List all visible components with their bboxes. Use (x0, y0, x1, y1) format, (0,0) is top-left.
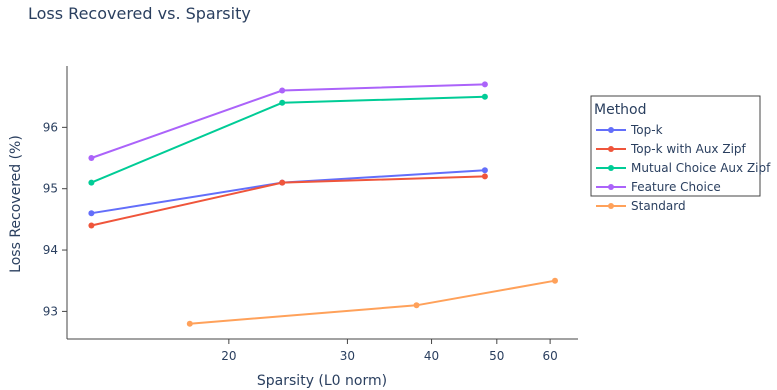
legend-marker (608, 165, 614, 171)
series-mutual-choice-aux-zipf (88, 93, 488, 186)
y-tick-label: 96 (43, 120, 58, 134)
series-line-standard (189, 279, 556, 325)
series-line-mutual-choice-aux-zipf (91, 95, 485, 184)
series-line-top-k-with-aux-zipf (91, 175, 485, 227)
legend-title: Method (594, 102, 647, 118)
data-point-top-k[interactable] (88, 210, 95, 217)
x-tick-label: 50 (489, 349, 504, 363)
legend-marker (608, 127, 614, 133)
series-top-k-with-aux-zipf (88, 173, 488, 229)
data-point-feature-choice[interactable] (481, 81, 488, 88)
legend-marker (608, 146, 614, 152)
data-point-standard[interactable] (552, 277, 558, 284)
legend-marker (608, 203, 614, 209)
legend-marker (608, 184, 614, 190)
data-point-top-k-with-aux-zipf[interactable] (481, 173, 488, 180)
y-tick-label: 93 (43, 304, 58, 318)
series-standard (186, 277, 558, 327)
data-point-top-k-with-aux-zipf[interactable] (279, 179, 286, 186)
data-point-mutual-choice-aux-zipf[interactable] (279, 99, 286, 106)
data-point-feature-choice[interactable] (88, 155, 95, 161)
legend-item-top-k-with-aux-zipf[interactable]: Top-k with Aux Zipf (596, 142, 747, 156)
legend-item-mutual-choice-aux-zipf[interactable]: Mutual Choice Aux Zipf (596, 161, 771, 175)
data-point-mutual-choice-aux-zipf[interactable] (88, 179, 95, 186)
x-axis-title: Sparsity (L0 norm) (257, 373, 387, 389)
chart-title: Loss Recovered vs. Sparsity (28, 4, 251, 23)
legend-label: Standard (631, 199, 686, 213)
x-tick-label: 40 (424, 349, 439, 363)
legend[interactable]: Method Top-k Top-k with Aux Zipf Mutual Ch… (590, 95, 771, 213)
series-line-top-k (91, 169, 485, 215)
plot-area (88, 81, 558, 327)
data-point-feature-choice[interactable] (279, 87, 286, 94)
series-top-k (88, 167, 488, 217)
y-tick-label: 94 (43, 243, 58, 257)
data-point-standard[interactable] (186, 320, 193, 327)
data-point-top-k[interactable] (481, 167, 488, 174)
legend-item-feature-choice[interactable]: Feature Choice (596, 180, 721, 194)
legend-item-top-k[interactable]: Top-k (596, 123, 663, 137)
x-tick-label: 20 (221, 349, 236, 363)
series-line-feature-choice (91, 83, 485, 159)
x-tick-label: 30 (340, 349, 355, 363)
data-point-top-k-with-aux-zipf[interactable] (88, 222, 95, 229)
x-tick-label: 60 (542, 349, 557, 363)
y-axis-title: Loss Recovered (%) (8, 135, 24, 273)
y-axis: 93 94 95 96 (43, 66, 68, 339)
legend-box (590, 95, 761, 197)
legend-item-standard[interactable]: Standard (596, 199, 686, 213)
data-point-standard[interactable] (413, 302, 420, 309)
legend-label: Feature Choice (631, 180, 721, 194)
data-point-mutual-choice-aux-zipf[interactable] (481, 93, 488, 100)
legend-label: Top-k (630, 123, 663, 137)
legend-label: Mutual Choice Aux Zipf (631, 161, 771, 175)
y-tick-label: 95 (43, 182, 58, 196)
series-feature-choice (88, 81, 488, 161)
legend-label: Top-k with Aux Zipf (630, 142, 747, 156)
x-axis: 20 30 40 50 60 (67, 338, 578, 363)
